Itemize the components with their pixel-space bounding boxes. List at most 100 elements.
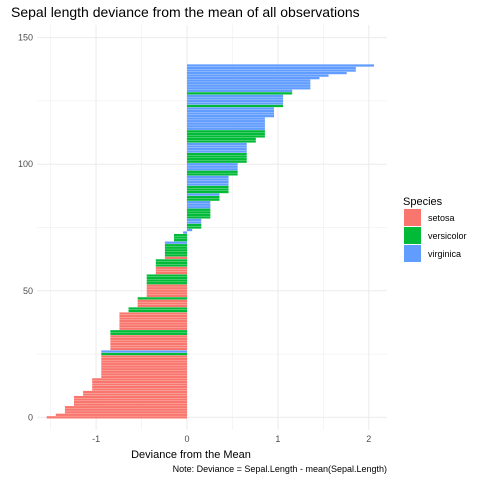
- bar-virginica: [187, 114, 274, 118]
- bar-virginica: [187, 69, 356, 72]
- bar-versicolor: [187, 160, 247, 163]
- bar-setosa: [110, 347, 187, 351]
- bar-setosa: [110, 335, 187, 338]
- bar-virginica: [187, 218, 202, 222]
- bar-virginica: [187, 165, 238, 168]
- bar-virginica: [187, 82, 311, 85]
- bar-virginica: [187, 125, 265, 128]
- bar-virginica: [187, 64, 374, 67]
- bar-virginica: [183, 231, 187, 234]
- bar-setosa: [83, 390, 187, 394]
- bar-virginica: [187, 71, 347, 75]
- bar-versicolor: [187, 216, 211, 219]
- bar-versicolor: [164, 249, 187, 252]
- bar-virginica: [187, 117, 265, 120]
- bar-virginica: [187, 107, 274, 110]
- bar-virginica: [187, 193, 220, 196]
- bar-setosa: [101, 360, 187, 363]
- y-tick-label: 100: [18, 159, 33, 169]
- bar-setosa: [101, 368, 187, 371]
- legend-key-virginica: [404, 245, 421, 262]
- bar-setosa: [64, 411, 187, 414]
- bar-versicolor: [187, 92, 293, 95]
- bar-setosa: [119, 320, 187, 323]
- legend-key-versicolor: [404, 227, 421, 244]
- bar-versicolor: [187, 104, 284, 108]
- bar-virginica: [187, 147, 247, 151]
- bar-virginica: [164, 241, 187, 244]
- y-tick-label: 0: [28, 412, 33, 422]
- bar-virginica: [187, 89, 293, 92]
- bar-setosa: [74, 401, 187, 404]
- bar-versicolor: [110, 332, 187, 335]
- bar-versicolor: [187, 170, 238, 173]
- bar-versicolor: [187, 195, 220, 199]
- bar-virginica: [187, 163, 238, 166]
- bar-setosa: [110, 340, 187, 343]
- bar-virginica: [187, 109, 274, 113]
- bar-setosa: [101, 375, 187, 378]
- bar-versicolor: [110, 330, 187, 333]
- bar-versicolor: [137, 297, 187, 300]
- bar-setosa: [101, 357, 187, 361]
- bar-setosa: [137, 304, 187, 308]
- bar-versicolor: [164, 254, 187, 257]
- bar-virginica: [187, 206, 211, 209]
- bar-setosa: [92, 388, 187, 391]
- bar-versicolor: [164, 251, 187, 254]
- bar-setosa: [110, 337, 187, 341]
- bar-setosa: [110, 342, 187, 346]
- bar-virginica: [187, 79, 311, 82]
- bar-versicolor: [146, 276, 187, 280]
- legend-label-virginica: virginica: [428, 249, 461, 259]
- bar-setosa: [92, 378, 187, 381]
- x-axis-title: Deviance from the Mean: [131, 449, 251, 461]
- bar-versicolor: [187, 158, 247, 161]
- bar-versicolor: [187, 188, 229, 191]
- bar-versicolor: [187, 198, 220, 201]
- bar-setosa: [64, 406, 187, 409]
- bar-virginica: [187, 112, 274, 115]
- bar-setosa: [155, 269, 187, 272]
- bar-virginica: [187, 87, 311, 90]
- bar-versicolor: [155, 259, 187, 262]
- bar-versicolor: [187, 135, 265, 138]
- bar-versicolor: [146, 274, 187, 277]
- bar-virginica: [187, 178, 229, 181]
- chart-caption: Note: Deviance = Sepal.Length - mean(Sep…: [173, 464, 387, 474]
- legend-title: Species: [403, 196, 443, 208]
- bars: [46, 64, 374, 419]
- bar-setosa: [92, 383, 187, 386]
- y-tick-label: 50: [23, 286, 33, 296]
- bar-setosa: [146, 292, 187, 295]
- bar-setosa: [110, 345, 187, 348]
- bar-virginica: [187, 66, 356, 70]
- legend-key-setosa: [404, 209, 421, 226]
- bar-setosa: [74, 395, 187, 399]
- bar-versicolor: [187, 213, 211, 216]
- x-tick-labels: -1 0 1 2: [92, 434, 371, 444]
- chart-title: Sepal length deviance from the mean of a…: [11, 4, 360, 20]
- bar-virginica: [187, 102, 284, 105]
- bar-versicolor: [146, 279, 187, 282]
- bar-setosa: [146, 294, 187, 297]
- bar-versicolor: [164, 246, 187, 249]
- bar-virginica: [187, 94, 284, 98]
- bar-virginica: [187, 145, 247, 148]
- legend: Species setosa versicolor virginica: [403, 196, 467, 262]
- bar-setosa: [74, 403, 187, 406]
- bar-versicolor: [187, 137, 256, 141]
- bar-virginica: [187, 183, 229, 186]
- bar-versicolor: [174, 236, 187, 239]
- bar-setosa: [155, 271, 187, 275]
- bar-setosa: [146, 289, 187, 292]
- bar-versicolor: [174, 233, 187, 237]
- bar-setosa: [146, 287, 187, 290]
- x-tick-label: 2: [366, 434, 371, 444]
- bar-setosa: [101, 370, 187, 373]
- bar-virginica: [187, 122, 265, 125]
- bar-virginica: [187, 201, 211, 204]
- bar-setosa: [101, 373, 187, 376]
- bar-versicolor: [187, 152, 247, 156]
